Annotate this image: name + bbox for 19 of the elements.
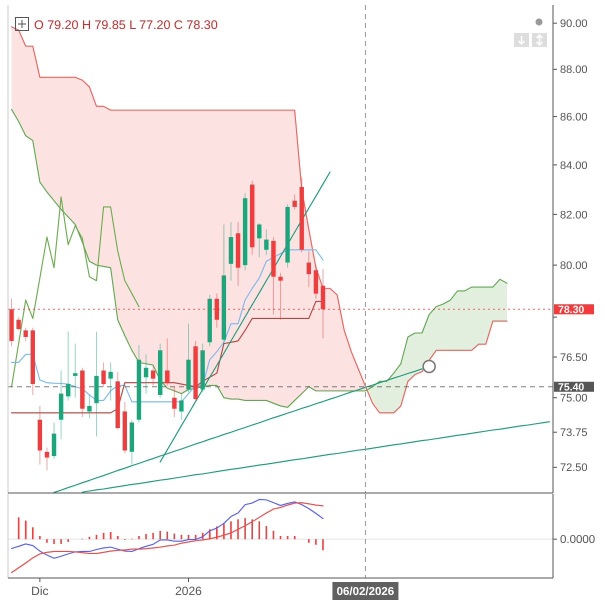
ref-line-label: 75.40 — [558, 381, 584, 394]
line-series — [82, 421, 550, 493]
y-tick-label: 84.00 — [560, 160, 588, 172]
annotation: O 79.20 H 79.85 L 77.20 C 78.30 — [34, 18, 218, 32]
y-tick-label: 80.00 — [560, 260, 588, 272]
x-tick-label: Dic — [31, 584, 49, 598]
y-tick-label: 73.75 — [560, 427, 588, 440]
text: 0.0000 — [560, 534, 596, 546]
y-tick-label: 90.00 — [560, 18, 588, 30]
x-tick-label: 2026 — [175, 584, 202, 598]
y-tick-label: 75.00 — [560, 392, 588, 405]
ref-line-label: 78.30 — [558, 304, 584, 316]
y-tick-label: 86.00 — [560, 111, 588, 124]
x-tick-label: 06/02/2026 — [336, 586, 394, 598]
line-series — [10, 108, 508, 408]
y-tick-label: 72.50 — [560, 462, 588, 474]
y-tick-label: 88.00 — [560, 64, 588, 76]
y-tick-label: 82.00 — [560, 209, 588, 222]
y-tick-label: 76.50 — [560, 352, 588, 364]
